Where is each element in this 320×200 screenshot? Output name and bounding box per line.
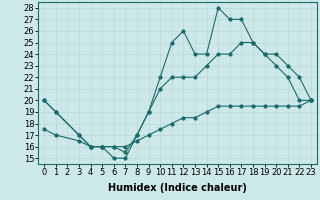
X-axis label: Humidex (Indice chaleur): Humidex (Indice chaleur) xyxy=(108,183,247,193)
